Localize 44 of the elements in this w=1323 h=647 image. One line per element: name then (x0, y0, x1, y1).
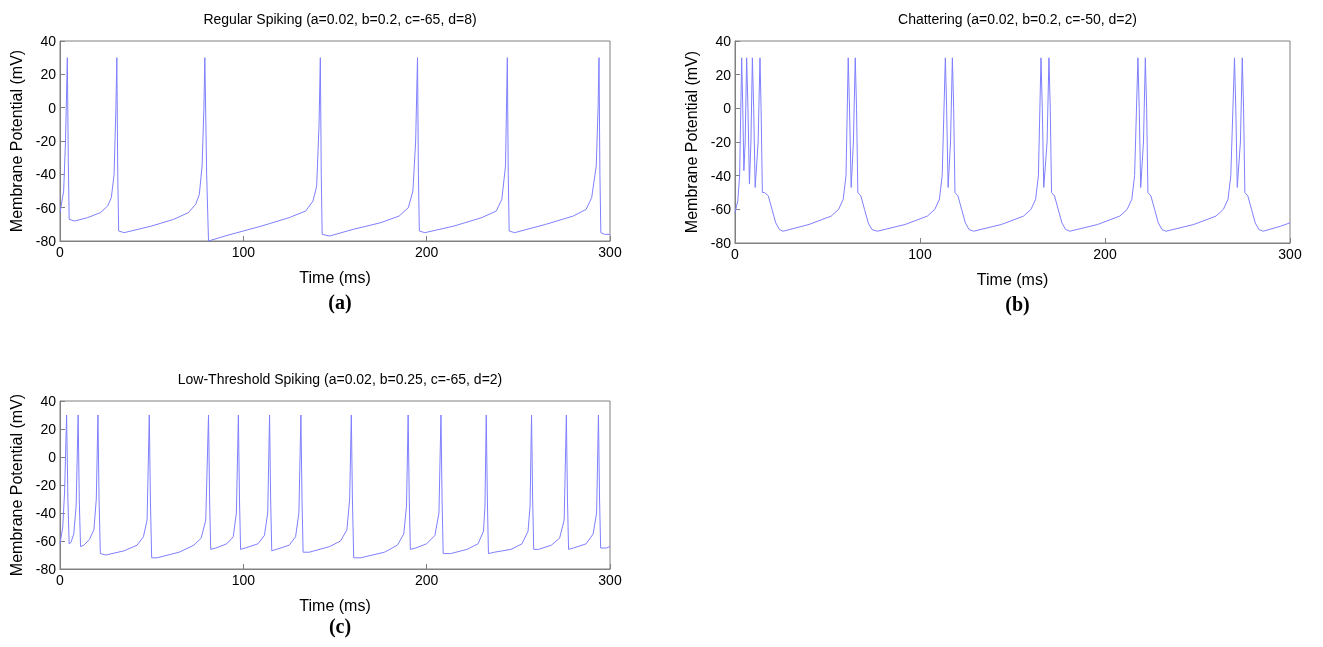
x-tick-label: 300 (1278, 246, 1302, 262)
x-tick-label: 200 (1093, 246, 1117, 262)
x-tick-label: 300 (598, 244, 622, 260)
x-axis-title: Time (ms) (299, 596, 371, 614)
y-tick-label: -80 (35, 233, 57, 249)
y-tick-label: 40 (40, 33, 57, 49)
line-series (734, 57, 1291, 232)
y-tick-label: -60 (35, 533, 57, 549)
x-tick-label: 100 (231, 572, 256, 588)
y-tick-label: 20 (40, 421, 57, 437)
chart-title: Regular Spiking (a=0.02, b=0.2, c=-65, d=8) (203, 11, 477, 27)
y-tick-label: -20 (710, 134, 732, 150)
y-tick-label: -20 (35, 133, 57, 149)
x-tick-label: 100 (231, 244, 256, 260)
y-tick-label: -80 (35, 561, 57, 577)
text: (b) (1005, 293, 1030, 316)
y-tick-label: 40 (40, 393, 57, 409)
y-tick-label: 20 (40, 66, 57, 83)
y-tick-label: 20 (715, 66, 732, 83)
x-tick-label: 200 (414, 572, 439, 588)
y-axis-title: Membrane Potential (mV) (8, 393, 26, 577)
y-tick-label: -80 (710, 235, 732, 251)
x-axis-title: Time (ms) (299, 268, 371, 286)
y-tick-label: -60 (35, 199, 57, 216)
y-tick-label: -40 (710, 167, 732, 184)
y-tick-label: 0 (48, 99, 57, 116)
y-tick-label: 40 (715, 33, 732, 49)
x-axis-title: Time (ms) (976, 270, 1049, 288)
y-tick-label: -40 (35, 166, 57, 183)
y-axis-title: Membrane Potential (mV) (683, 50, 701, 234)
y-tick-label: 0 (723, 100, 732, 117)
y-tick-label: -40 (35, 505, 57, 521)
text: (c) (328, 615, 352, 638)
chart-title: Chattering (a=0.02, b=0.2, c=-50, d=2) (898, 11, 1137, 27)
chart-title: Low-Threshold Spiking (a=0.02, b=0.25, c=-65, d=2) (177, 371, 503, 387)
x-tick-label: 200 (414, 244, 439, 260)
y-tick-label: -20 (35, 477, 57, 493)
y-axis-title: Membrane Potential (mV) (8, 49, 26, 233)
x-tick-label: 300 (598, 572, 622, 588)
y-tick-label: 0 (48, 449, 57, 465)
text: (a) (328, 291, 352, 314)
line-series (59, 414, 611, 559)
x-tick-label: 100 (908, 246, 932, 262)
y-tick-label: -60 (710, 201, 732, 218)
